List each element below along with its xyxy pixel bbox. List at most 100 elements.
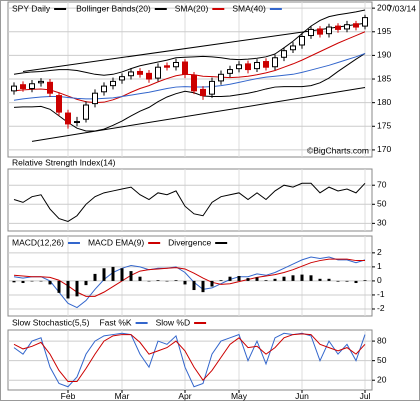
candle-body	[299, 35, 305, 46]
candle-body	[245, 63, 251, 71]
divergence-bar	[75, 280, 79, 297]
y-tick-label: 170	[377, 144, 391, 154]
series-line	[13, 53, 366, 101]
series-line	[13, 333, 366, 383]
x-tick-label: Jul	[360, 391, 371, 401]
divergence-bar	[93, 273, 97, 281]
divergence-bar	[192, 280, 196, 291]
divergence-bar	[336, 280, 340, 282]
candle-body	[227, 69, 233, 74]
divergence-bar	[309, 275, 313, 281]
divergence-bar	[300, 274, 304, 281]
y-tick-label: 30	[377, 218, 387, 228]
panel-title: Slow Stochastic(5,5)	[12, 317, 90, 327]
candle-body	[290, 45, 296, 51]
candle-body	[74, 121, 80, 124]
divergence-bar	[12, 280, 16, 283]
legend-label: MACD(12,26)	[12, 237, 64, 247]
candle-body	[200, 88, 206, 97]
candle-body	[308, 28, 314, 37]
legend-label: Slow %D	[156, 317, 190, 327]
y-tick-label: 175	[377, 121, 391, 131]
candle-body	[155, 66, 161, 79]
divergence-bar	[264, 280, 268, 281]
divergence-bar	[228, 276, 232, 281]
candle-body	[254, 61, 260, 70]
candle-body	[83, 104, 89, 120]
candle-body	[209, 80, 215, 95]
panel	[7, 235, 373, 317]
candle-body	[65, 112, 71, 125]
candle-body	[128, 71, 134, 77]
legend-label: SMA(40)	[232, 3, 266, 13]
x-tick-label: Mar	[115, 391, 130, 401]
divergence-bar	[273, 278, 277, 281]
candle-body	[362, 17, 368, 27]
x-tick-label: Jun	[295, 391, 309, 401]
y-tick-label: -1	[377, 289, 385, 299]
divergence-bar	[255, 277, 259, 281]
y-tick-label: 2	[377, 247, 382, 257]
divergence-bar	[156, 280, 160, 281]
candle-body	[47, 81, 53, 94]
series-line	[13, 256, 366, 309]
candle-body	[272, 57, 278, 68]
candle-body	[317, 28, 323, 35]
divergence-bar	[237, 276, 241, 281]
legend-label: SMA(20)	[175, 3, 209, 13]
trendline	[31, 87, 366, 142]
divergence-bar	[48, 280, 52, 285]
y-tick-label: 200	[377, 2, 391, 12]
divergence-bar	[291, 275, 295, 281]
candle-body	[281, 50, 287, 58]
candle-body	[236, 64, 242, 70]
legend-label: Fast %K	[99, 317, 131, 327]
candle-body	[29, 83, 35, 89]
candle-body	[173, 61, 179, 68]
x-tick-label: May	[231, 391, 248, 401]
series-line	[13, 258, 365, 297]
panel	[7, 168, 373, 232]
divergence-bar	[66, 280, 70, 299]
divergence-bar	[282, 276, 286, 281]
divergence-bar	[111, 266, 115, 281]
candle-body	[164, 65, 170, 68]
candle-body	[137, 70, 143, 75]
divergence-bar	[120, 268, 124, 281]
divergence-bar	[39, 280, 43, 282]
divergence-bar	[102, 268, 106, 281]
divergence-bar	[174, 280, 178, 281]
candle-body	[218, 73, 224, 82]
candle-body	[101, 85, 107, 93]
band-lower	[13, 53, 366, 132]
divergence-bar	[219, 280, 223, 281]
divergence-bar	[138, 276, 142, 281]
divergence-bar	[21, 280, 25, 284]
divergence-bar	[57, 280, 61, 293]
x-tick-label: Apr	[178, 391, 191, 401]
y-tick-label: 50	[377, 355, 387, 365]
candle-body	[20, 84, 26, 89]
divergence-bar	[318, 278, 322, 281]
y-tick-label: 195	[377, 26, 391, 36]
candle-body	[263, 61, 269, 68]
y-tick-label: 50	[377, 199, 387, 209]
candle-body	[182, 61, 188, 75]
divergence-bar	[129, 271, 133, 281]
y-tick-label: 190	[377, 50, 391, 60]
band-upper	[13, 9, 366, 76]
y-tick-label: 80	[377, 335, 387, 345]
divergence-bar	[327, 278, 331, 281]
candle-body	[191, 74, 197, 92]
y-tick-label: 1	[377, 261, 382, 271]
divergence-bar	[183, 280, 187, 285]
y-tick-label: 180	[377, 97, 391, 107]
y-tick-label: 185	[377, 73, 391, 83]
divergence-bar	[147, 280, 151, 282]
divergence-bar	[165, 280, 169, 282]
divergence-bar	[246, 278, 250, 281]
watermark: ©BigCharts.com	[307, 145, 369, 155]
candle-body	[38, 80, 44, 84]
divergence-bar	[201, 280, 205, 293]
y-tick-label: 70	[377, 179, 387, 189]
